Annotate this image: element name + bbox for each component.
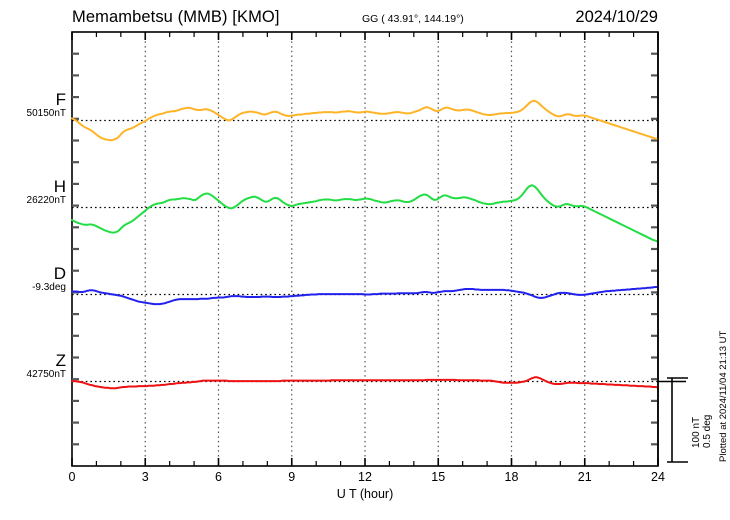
scale-bar-line-1: 100 nT [691,416,702,448]
x-axis-tick-label: 3 [141,470,149,484]
component-label-h: H 26220nT [4,176,66,207]
x-axis-tick-label: 6 [215,470,222,484]
scale-bar-label: 100 nT 0.5 deg [691,414,714,448]
geographic-coordinates-text: GG ( 43.91°, 144.19°) [362,13,464,25]
trace-h [71,184,659,243]
x-axis-title: U T (hour) [336,487,394,501]
x-axis-tick-label: 21 [577,470,592,484]
x-axis-tick-label: 12 [358,470,372,484]
x-axis-tick-label: 15 [431,470,446,484]
x-axis-tick-label: 18 [504,470,519,484]
component-label-d-glyph: D [53,263,66,283]
component-label-d: D -9.3deg [4,263,66,294]
component-label-f-baseline: 50150nT [26,108,66,120]
x-axis-tick-label: 24 [651,470,665,484]
component-label-z-baseline: 42750nT [26,369,66,381]
component-label-d-baseline: -9.3deg [32,282,66,294]
trace-d [71,285,659,306]
component-label-f: F 50150nT [4,89,66,120]
geographic-coordinates: GG ( 43.91°, 144.19°) [362,13,464,25]
component-label-h-glyph: H [53,176,66,196]
component-label-z: Z 42750nT [4,350,66,381]
trace-f [71,99,659,142]
x-axis-tick-label: 9 [288,470,296,484]
x-axis-tick-label: 0 [68,470,76,484]
observation-date: 2024/10/29 [575,8,658,26]
page-title: Memambetsu (MMB) [KMO] [72,8,280,26]
component-label-z-glyph: Z [55,350,66,370]
component-label-h-baseline: 26220nT [26,195,66,207]
scale-bar-line-2: 0.5 deg [701,414,713,448]
trace-z [71,376,659,390]
component-label-f-glyph: F [55,89,66,109]
plotted-at-timestamp: Plotted at 2024/11/04 21:13 UT [718,330,729,462]
